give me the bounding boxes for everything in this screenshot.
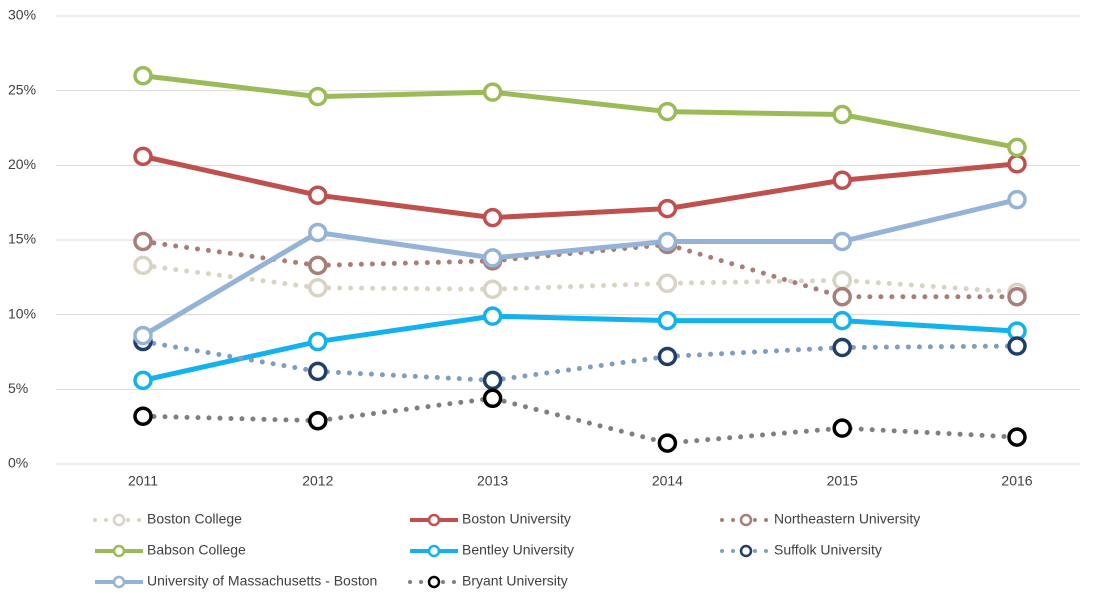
legend-marker	[739, 544, 753, 558]
marker	[482, 207, 503, 228]
marker	[832, 104, 852, 125]
marker	[1007, 137, 1027, 158]
legend-label: Bentley University	[462, 542, 574, 558]
series-line	[142, 73, 1018, 150]
legend-marker	[427, 544, 441, 558]
series-line	[140, 238, 1020, 300]
series-line	[142, 153, 1018, 221]
legend-marker	[739, 513, 753, 527]
marker	[832, 286, 852, 307]
marker	[482, 248, 503, 268]
legend-label: Boston College	[147, 511, 242, 527]
x-tick-label: 2012	[302, 473, 333, 489]
marker	[657, 198, 678, 219]
x-tick-label: 2014	[652, 473, 683, 489]
legend-label: Boston University	[462, 511, 571, 527]
series-line	[141, 197, 1018, 338]
y-tick-label: 15%	[8, 231, 36, 247]
marker	[308, 222, 328, 243]
marker	[832, 270, 852, 291]
marker	[657, 433, 678, 453]
legend-label: University of Massachusetts - Boston	[147, 573, 377, 589]
marker	[832, 418, 852, 438]
marker	[308, 255, 328, 276]
legend-marker	[112, 513, 126, 527]
marker	[308, 361, 328, 382]
marker	[1007, 154, 1027, 174]
legend-label: Suffolk University	[774, 542, 882, 558]
x-tick-label: 2015	[827, 473, 858, 489]
y-tick-label: 10%	[8, 305, 36, 321]
marker	[308, 410, 328, 431]
x-tick-label: 2011	[128, 473, 158, 489]
marker	[482, 82, 503, 102]
marker	[133, 65, 153, 86]
marker	[308, 185, 328, 205]
y-tick-label: 5%	[8, 380, 28, 396]
marker	[1007, 336, 1027, 356]
series-line	[142, 313, 1018, 383]
legend-marker	[112, 544, 126, 558]
legend-label: Northeastern University	[774, 511, 920, 527]
legend-marker	[112, 575, 126, 589]
marker	[832, 170, 852, 191]
series-line	[140, 339, 1020, 383]
series-line	[140, 262, 1020, 295]
marker	[133, 370, 153, 391]
legend-label: Bryant University	[462, 573, 568, 589]
marker	[133, 325, 153, 346]
x-tick-label: 2013	[477, 473, 508, 489]
marker	[1007, 286, 1027, 307]
x-tick-label: 2016	[1001, 473, 1032, 489]
marker	[657, 273, 678, 294]
legend-label: Babson College	[147, 542, 246, 558]
marker	[832, 310, 852, 331]
marker	[482, 306, 503, 326]
marker	[657, 310, 678, 331]
y-tick-label: 30%	[8, 7, 36, 23]
y-tick-label: 0%	[8, 455, 28, 471]
marker	[1007, 189, 1027, 210]
marker	[482, 388, 503, 409]
marker	[308, 278, 328, 298]
legend-marker	[427, 513, 441, 527]
marker	[657, 101, 678, 122]
marker	[133, 406, 153, 426]
legend-marker	[427, 575, 441, 589]
series-line	[140, 395, 1020, 446]
marker	[482, 370, 503, 391]
marker	[133, 231, 153, 252]
marker	[482, 279, 503, 300]
marker	[308, 86, 328, 107]
marker	[657, 231, 678, 252]
marker	[133, 255, 153, 276]
y-tick-label: 20%	[8, 156, 36, 172]
marker	[832, 337, 852, 358]
marker	[133, 146, 153, 167]
y-tick-label: 25%	[8, 81, 36, 97]
marker	[657, 346, 678, 367]
marker	[832, 231, 852, 252]
marker	[1007, 427, 1027, 447]
marker	[308, 331, 328, 352]
